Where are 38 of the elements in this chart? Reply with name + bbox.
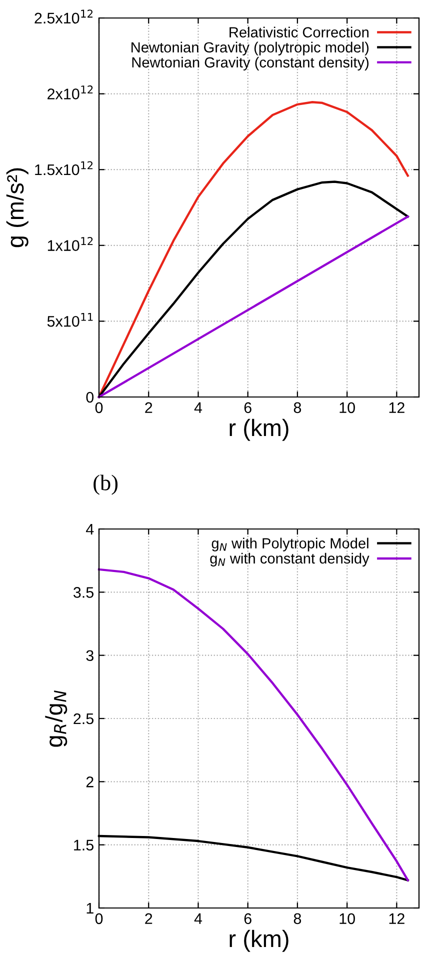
y-tick-label: 1 [86,903,94,914]
x-axis-title: r (km) [230,930,288,952]
x-tick-label: 6 [244,402,252,414]
y-axis-title: g$_{R}$/g$_{N}$ [45,690,68,747]
chart-title: (b) [94,474,118,495]
y-tick-label: 2.5 [74,713,94,724]
y-tick-label: 0 [86,392,94,403]
y-tick-label: 2 [86,776,94,788]
legend-label: Relativistic Correction [230,26,368,38]
y-tick-label: 5x10$^{11}$ [47,312,93,327]
legend-label: g$_{N}$ with constant densidy [210,552,370,567]
x-tick-label: 12 [389,913,404,924]
legend-label: g$_{N}$ with Polytropic Model [212,538,368,552]
x-tick-label: 10 [340,402,355,414]
y-tick-label: 1x10$^{12}$ [48,237,93,251]
x-tick-label: 12 [389,402,404,413]
y-tick-label: 3 [86,650,94,662]
x-tick-label: 6 [244,913,252,924]
x-axis-title: r (km) [230,418,288,441]
x-tick-label: 0 [95,913,103,924]
x-tick-label: 8 [294,402,302,414]
x-tick-label: 0 [95,402,103,414]
x-tick-label: 2 [145,913,152,924]
legend-label: Newtonian Gravity (polytropic model) [132,42,369,56]
y-tick-label: 2.5x10$^{12}$ [34,10,92,24]
y-tick-label: 2x10$^{12}$ [48,85,93,100]
y-tick-label: 1.5 [74,840,94,851]
y-tick-label: 3.5 [73,587,94,598]
legend-label: Newtonian Gravity (constant density) [132,56,369,70]
y-tick-label: 4 [86,524,94,535]
x-tick-label: 2 [145,402,152,413]
y-axis-title: g (m/s²) [6,168,28,248]
x-tick-label: 4 [194,913,202,924]
x-tick-label: 10 [340,913,355,924]
x-tick-label: 4 [194,402,202,413]
x-tick-label: 8 [294,913,302,924]
line-series [98,568,409,882]
y-tick-label: 1.5x10$^{12}$ [35,161,92,176]
